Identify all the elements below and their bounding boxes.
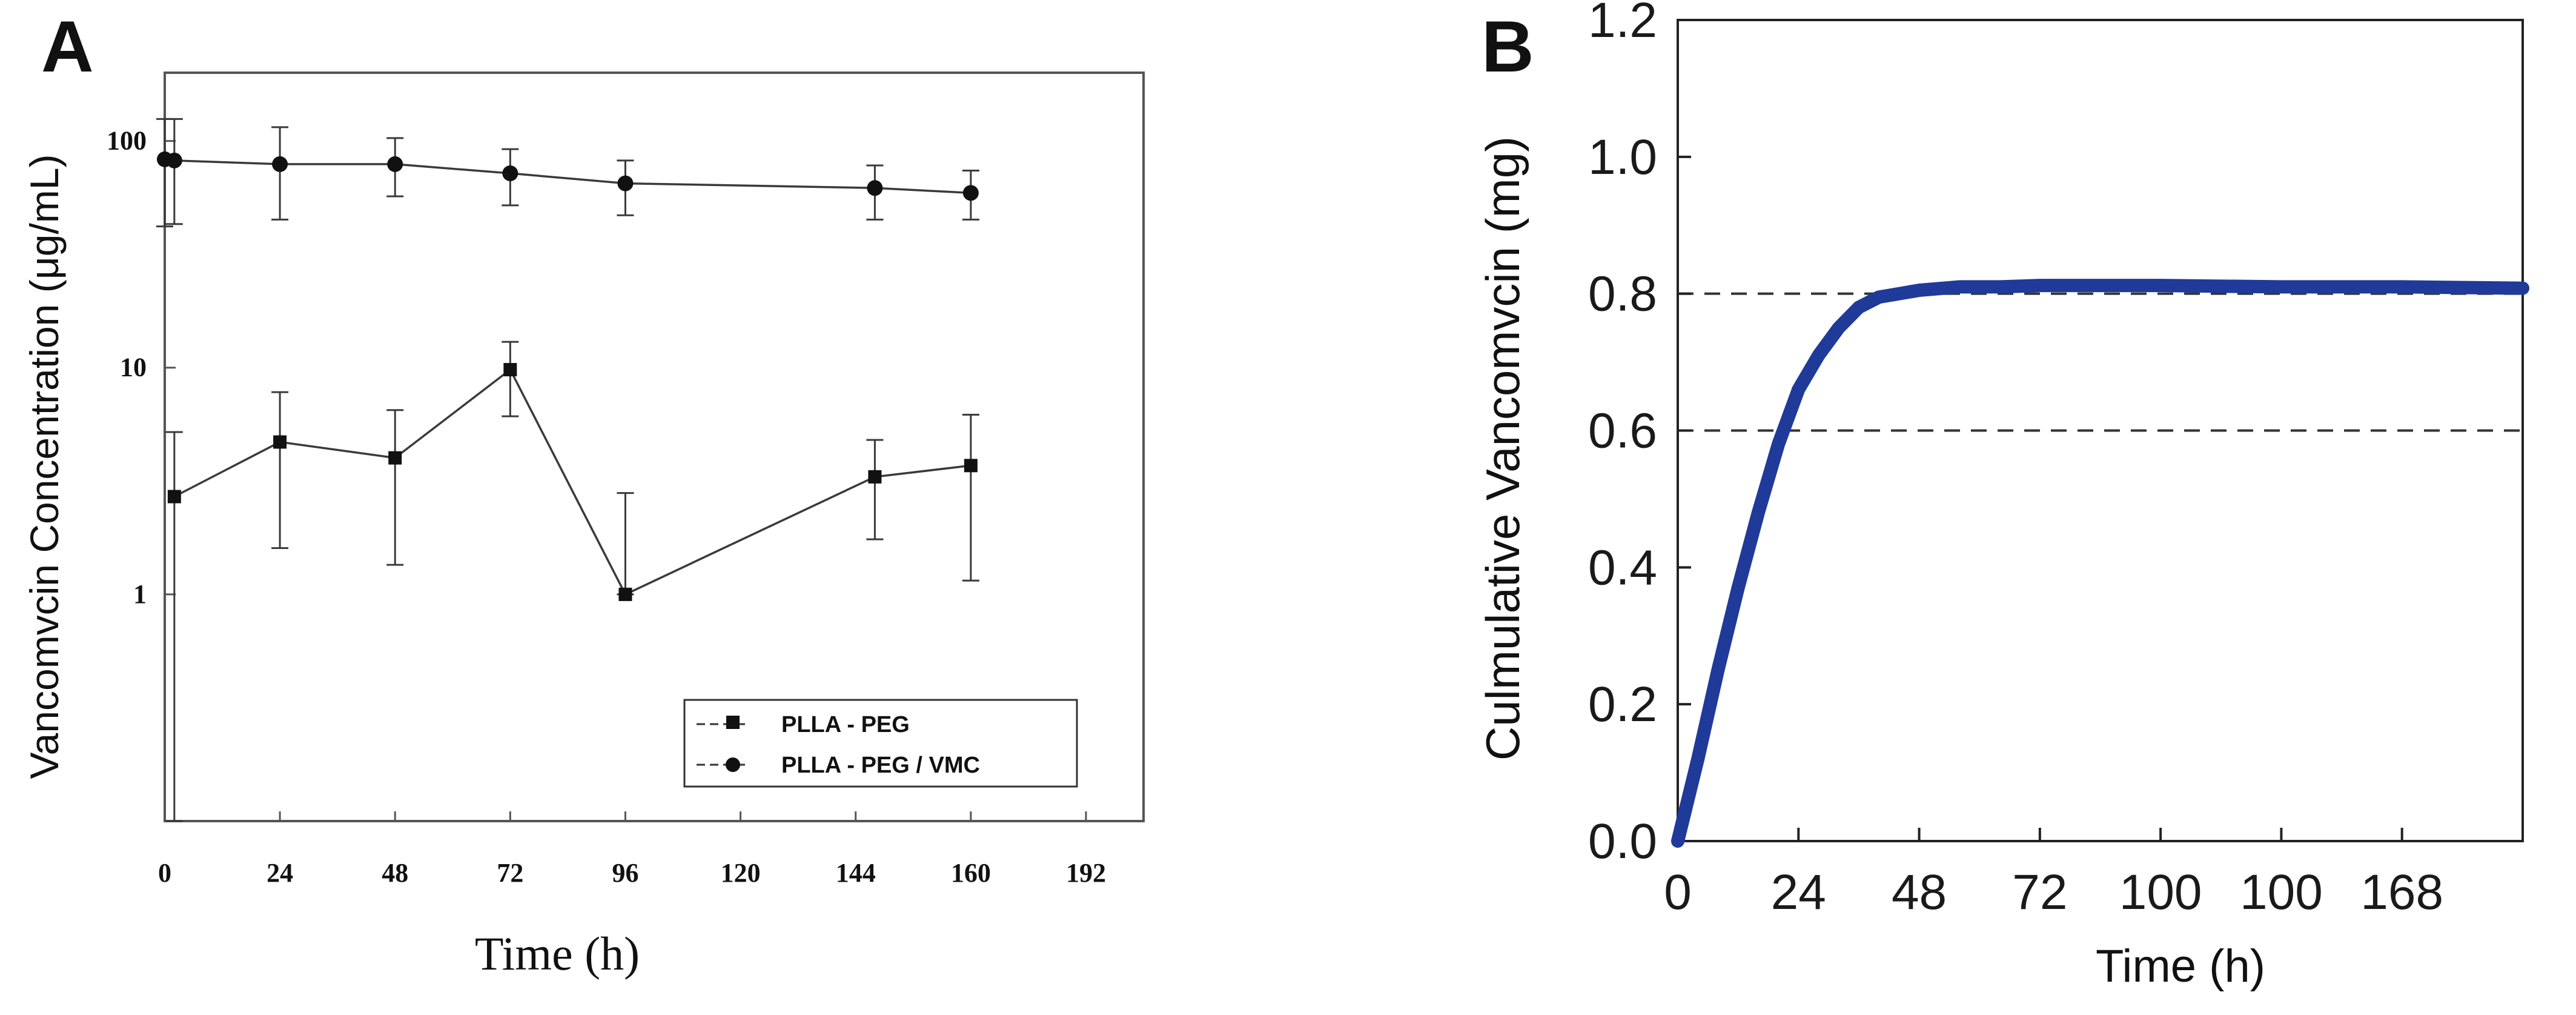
series-line-plla-peg: [173, 368, 972, 596]
panel-b-plot-frame: [1677, 19, 2524, 842]
legend-box: [683, 699, 1078, 788]
x-tick-label: 144: [836, 858, 876, 888]
y-tick-label: 1: [133, 579, 147, 609]
x-tick-label: 24: [267, 858, 293, 888]
data-point-circle: [387, 156, 403, 172]
panel-b-cumulative-curve: [1671, 279, 2529, 848]
legend-label-plla-peg: PLLA - PEG: [781, 712, 910, 737]
y-tick-label: 0.0: [1588, 814, 1657, 869]
y-tick-label: 100: [107, 126, 147, 156]
legend-marker-square: [726, 716, 740, 729]
y-tick-label: 1.2: [1588, 0, 1657, 48]
panel-a-y-tick-labels: 1 10 100: [107, 126, 147, 609]
x-tick-label: 120: [721, 858, 761, 888]
x-tick-label: 0: [1664, 865, 1692, 920]
y-tick-label: 10: [120, 353, 147, 382]
x-tick-label: 48: [1892, 865, 1947, 920]
x-tick-label: 72: [497, 858, 523, 888]
data-point-square: [388, 451, 402, 465]
x-tick-label: 160: [951, 858, 991, 888]
panel-b-letter: B: [1482, 6, 1534, 87]
y-tick-label: 0.2: [1588, 677, 1657, 732]
panel-b-y-axis-label: Culmulative Vancomvcin (mg): [1476, 136, 1529, 760]
data-point-square: [964, 459, 978, 473]
panel-a-series-lines: [164, 158, 972, 596]
y-tick-label: 0.4: [1588, 540, 1657, 595]
x-tick-label: 24: [1771, 865, 1826, 920]
x-tick-label: 168: [2360, 865, 2443, 920]
x-tick-label: 72: [2012, 865, 2067, 920]
data-point-circle: [166, 152, 182, 168]
data-point-circle: [502, 165, 518, 181]
x-tick-label: 96: [612, 858, 638, 888]
panel-b-x-axis-label: Time (h): [2096, 940, 2265, 992]
x-tick-label: 100: [2119, 865, 2202, 920]
data-point-square: [868, 470, 882, 484]
data-point-square: [618, 587, 632, 601]
data-point-square: [273, 435, 287, 449]
panel-a-legend: PLLA - PEG PLLA - PEG / VMC: [683, 699, 1078, 788]
legend-label-plla-peg-vmc: PLLA - PEG / VMC: [781, 753, 980, 778]
data-point-square: [167, 490, 181, 504]
x-tick-label: 100: [2240, 865, 2323, 920]
panel-b-x-tick-labels: 0 24 48 72 100 100 168: [1664, 865, 2443, 920]
panel-b-reference-lines: [1678, 292, 2523, 432]
panel-a-y-axis-label: Vancomvcin Concentration (μg/mL): [22, 155, 67, 779]
panel-a-letter: A: [41, 6, 94, 87]
panel-b: B 0 24 48 72 100 100 168 0.0 0.2 0.4 0.6 0.8 1.0 1.2…: [1476, 0, 2529, 992]
series-line-plla-peg-vmc: [164, 158, 971, 195]
data-point-circle: [867, 180, 883, 196]
data-point-circle: [272, 156, 288, 172]
panel-a-markers: [157, 151, 979, 601]
data-point-circle: [617, 175, 634, 191]
y-tick-label: 1.0: [1588, 130, 1657, 185]
data-point-circle: [962, 185, 979, 201]
legend-marker-circle: [726, 757, 740, 772]
panel-a-x-axis-label: Time (h): [475, 927, 640, 980]
panel-a-plot-frame: [164, 72, 1145, 822]
panel-b-y-tick-labels: 0.0 0.2 0.4 0.6 0.8 1.0 1.2: [1588, 0, 1657, 869]
data-point-square: [503, 363, 517, 377]
x-tick-label: 0: [158, 858, 171, 888]
x-tick-label: 48: [382, 858, 408, 888]
y-tick-label: 0.8: [1588, 267, 1657, 322]
y-tick-label: 0.6: [1588, 404, 1657, 459]
x-tick-label: 192: [1066, 858, 1106, 888]
panel-a-x-tick-labels: 0 24 48 72 96 120 144 160 192: [158, 858, 1106, 888]
